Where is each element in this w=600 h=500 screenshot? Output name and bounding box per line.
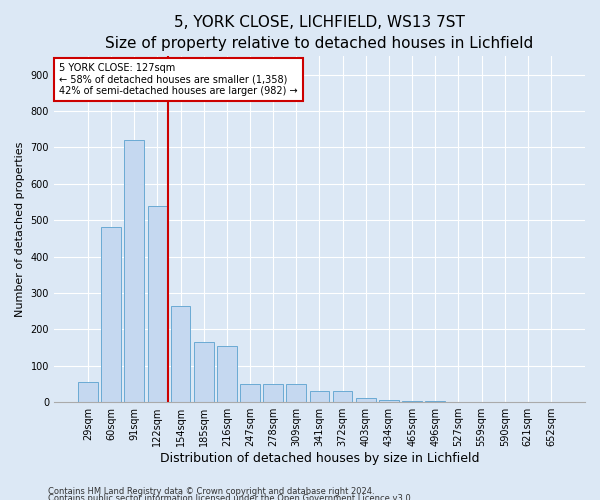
Bar (148, 206, 167, 402)
Bar (170, 306, 190, 402)
Bar (379, 400, 399, 402)
Bar (240, 384, 260, 402)
Bar (263, 384, 283, 402)
Bar (101, 228, 121, 402)
Bar (194, 342, 214, 402)
Bar (310, 391, 329, 402)
Text: Contains HM Land Registry data © Crown copyright and database right 2024.: Contains HM Land Registry data © Crown c… (48, 487, 374, 496)
Title: 5, YORK CLOSE, LICHFIELD, WS13 7ST
Size of property relative to detached houses : 5, YORK CLOSE, LICHFIELD, WS13 7ST Size … (106, 15, 533, 51)
X-axis label: Distribution of detached houses by size in Lichfield: Distribution of detached houses by size … (160, 452, 479, 465)
Bar (124, 140, 144, 402)
Text: Contains public sector information licensed under the Open Government Licence v3: Contains public sector information licen… (48, 494, 413, 500)
Bar (286, 384, 306, 402)
Y-axis label: Number of detached properties: Number of detached properties (15, 142, 25, 317)
Bar (217, 346, 236, 402)
Bar (402, 401, 422, 402)
Bar (78, 382, 98, 402)
Bar (356, 398, 376, 402)
Bar (333, 391, 352, 402)
Text: 5 YORK CLOSE: 127sqm
← 58% of detached houses are smaller (1,358)
42% of semi-de: 5 YORK CLOSE: 127sqm ← 58% of detached h… (59, 63, 298, 96)
